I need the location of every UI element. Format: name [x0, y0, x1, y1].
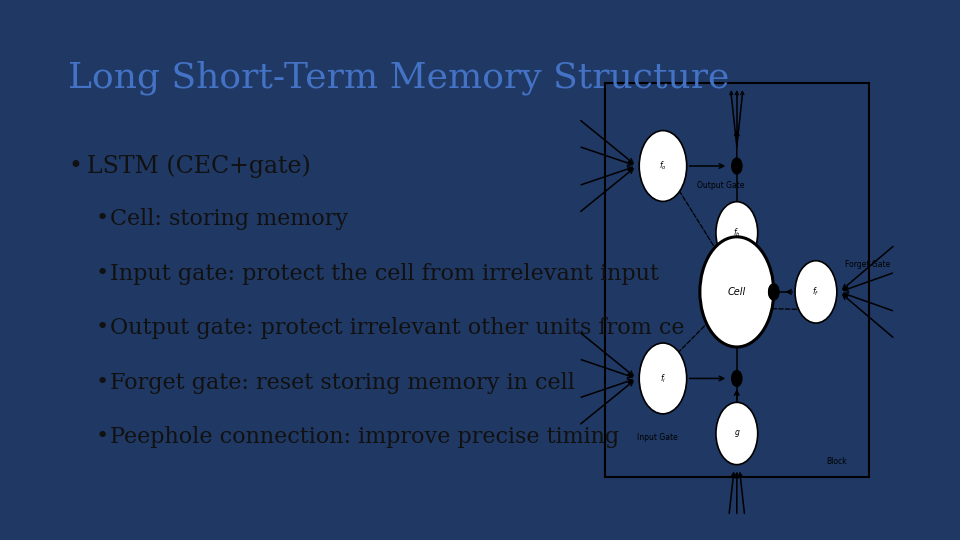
Text: •: •: [96, 318, 109, 338]
Text: •: •: [96, 263, 109, 283]
Text: •: •: [68, 154, 82, 178]
Text: Input Gate: Input Gate: [637, 433, 678, 442]
Ellipse shape: [716, 202, 757, 264]
Text: $f_i$: $f_i$: [660, 372, 666, 384]
Text: Output Gate: Output Gate: [697, 181, 745, 190]
Text: $f_f$: $f_f$: [812, 286, 820, 298]
Text: Input gate: protect the cell from irrelevant input: Input gate: protect the cell from irrele…: [109, 263, 659, 285]
Text: $f_o$: $f_o$: [660, 160, 667, 172]
Text: Forget Gate: Forget Gate: [845, 260, 890, 269]
Text: •: •: [96, 208, 109, 228]
Ellipse shape: [768, 284, 780, 301]
Text: Output gate: protect irrelevant other units from ce: Output gate: protect irrelevant other un…: [109, 318, 684, 340]
Text: $f_h$: $f_h$: [732, 227, 741, 239]
Text: Forget gate: reset storing memory in cell: Forget gate: reset storing memory in cel…: [109, 372, 575, 394]
Ellipse shape: [639, 131, 686, 201]
Ellipse shape: [768, 284, 780, 301]
Text: LSTM (CEC+gate): LSTM (CEC+gate): [86, 154, 310, 178]
Text: •: •: [96, 427, 109, 447]
Ellipse shape: [731, 370, 743, 387]
Text: Peephole connection: improve precise timing: Peephole connection: improve precise tim…: [109, 427, 619, 448]
Text: Block: Block: [827, 456, 848, 465]
Ellipse shape: [795, 261, 837, 323]
Bar: [605, 83, 869, 477]
Ellipse shape: [639, 343, 686, 414]
Text: $g$: $g$: [733, 428, 740, 439]
Ellipse shape: [716, 402, 757, 465]
Text: Cell: storing memory: Cell: storing memory: [109, 208, 348, 231]
Ellipse shape: [700, 237, 774, 347]
Text: Cell: Cell: [728, 287, 746, 297]
Text: •: •: [96, 372, 109, 392]
Ellipse shape: [731, 157, 743, 174]
Text: Long Short-Term Memory Structure: Long Short-Term Memory Structure: [68, 60, 730, 95]
